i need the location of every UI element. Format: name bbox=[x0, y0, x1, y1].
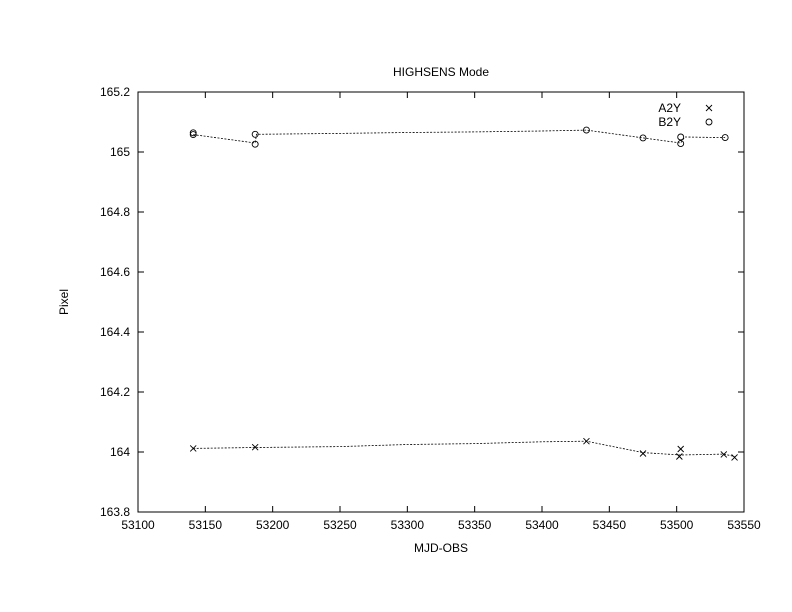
y-axis-label: Pixel bbox=[57, 289, 71, 315]
data-point bbox=[583, 437, 590, 445]
data-point bbox=[251, 443, 259, 451]
y-tick-label: 165.2 bbox=[100, 85, 130, 99]
data-point bbox=[251, 130, 259, 138]
y-tick-label: 164.4 bbox=[100, 325, 130, 339]
legend-marker bbox=[705, 104, 713, 112]
data-point bbox=[189, 131, 197, 139]
data-point bbox=[677, 445, 685, 453]
data-point bbox=[251, 140, 259, 148]
series-line bbox=[193, 440, 735, 457]
data-point bbox=[189, 445, 197, 452]
data-point bbox=[189, 129, 197, 137]
x-tick-label: 53450 bbox=[593, 518, 627, 532]
y-tick-label: 164.8 bbox=[100, 205, 130, 219]
axis-ticks: 53100 53150 53200 53250 53300 53350 53400 53450… bbox=[100, 85, 761, 532]
y-tick-label: 165 bbox=[110, 145, 130, 159]
data-point bbox=[582, 126, 590, 134]
y-tick-label: 164.2 bbox=[100, 385, 130, 399]
y-tick-label: 164 bbox=[110, 445, 130, 459]
x-tick-label: 53350 bbox=[458, 518, 492, 532]
series-line bbox=[193, 129, 726, 144]
y-tick-label: 164.6 bbox=[100, 265, 130, 279]
legend-label: B2Y bbox=[658, 115, 681, 129]
x-tick-label: 53200 bbox=[256, 518, 290, 532]
data-point bbox=[676, 453, 683, 460]
data-point bbox=[731, 454, 738, 461]
legend-label: A2Y bbox=[658, 101, 681, 115]
data-point bbox=[677, 140, 685, 148]
x-tick-label: 53500 bbox=[660, 518, 694, 532]
series-a2y bbox=[189, 437, 738, 461]
x-tick-label: 53250 bbox=[323, 518, 357, 532]
series-layer bbox=[189, 126, 738, 461]
y-tick-label: 163.8 bbox=[100, 505, 130, 519]
data-point bbox=[677, 133, 685, 141]
data-point bbox=[639, 450, 647, 457]
chart-title: HIGHSENS Mode bbox=[393, 65, 489, 79]
data-point bbox=[721, 134, 729, 142]
x-tick-label: 53300 bbox=[391, 518, 425, 532]
data-point bbox=[720, 451, 728, 458]
x-tick-label: 53400 bbox=[525, 518, 559, 532]
x-axis-label: MJD-OBS bbox=[414, 541, 468, 555]
x-tick-label: 53150 bbox=[189, 518, 223, 532]
x-tick-label: 53100 bbox=[121, 518, 155, 532]
legend-marker bbox=[705, 118, 713, 126]
plot-frame bbox=[137, 91, 745, 513]
series-b2y bbox=[189, 126, 729, 148]
data-point bbox=[639, 134, 647, 142]
x-tick-label: 53550 bbox=[727, 518, 761, 532]
